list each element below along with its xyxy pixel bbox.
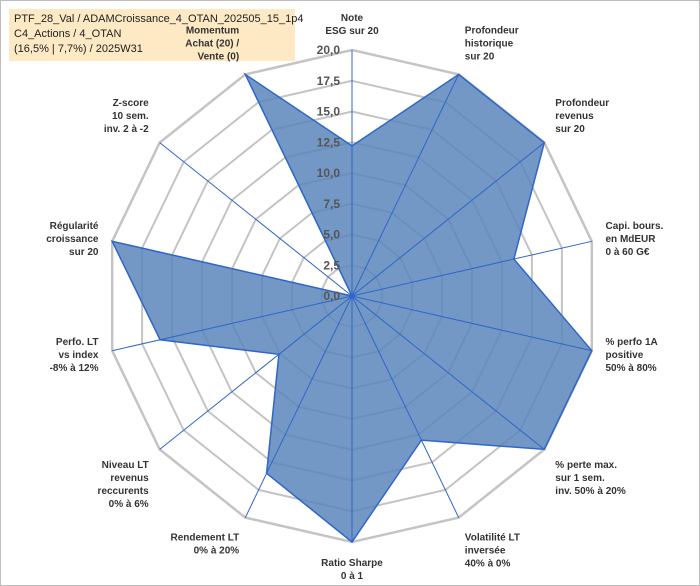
- tick-label: 2,5: [323, 258, 340, 272]
- axis-label: inv. 50% à 20%: [555, 486, 626, 497]
- radar-axis-labels: Note ESG sur 20 Profondeur historique sur 20…: [46, 13, 663, 582]
- tick-label: 15,0: [317, 105, 341, 119]
- radar-tick-labels: 0,0 2,5 5,0 7,5 10,0 12,5 15,0 17,5 20,0: [317, 43, 341, 303]
- radar-spokes: [112, 50, 592, 542]
- axis-label: inversée: [465, 545, 506, 556]
- axis-label: Momentum: [186, 26, 239, 37]
- axis-label: Régularité: [50, 221, 99, 232]
- axis-label: 0% à 20%: [194, 545, 240, 556]
- axis-label: 10 sem.: [112, 111, 149, 122]
- axis-label: reccurents: [98, 486, 150, 497]
- axis-label: sur 20: [465, 52, 495, 63]
- axis-label: Rendement LT: [170, 532, 239, 543]
- tick-label: 20,0: [317, 43, 341, 57]
- axis-label: Note: [341, 13, 364, 24]
- axis-label: Profondeur: [555, 98, 609, 109]
- axis-spoke: [351, 295, 592, 352]
- axis-spoke: [244, 295, 353, 518]
- axis-label: historique: [465, 39, 514, 50]
- axis-label: ESG sur 20: [325, 26, 379, 37]
- tick-label: 0,0: [323, 289, 340, 303]
- axis-label: 0% à 6%: [109, 499, 149, 510]
- axis-label: Capi. bours.: [606, 221, 664, 232]
- title-line-2: C4_Actions / 4_OTAN: [14, 28, 122, 40]
- tick-label: 10,0: [317, 166, 341, 180]
- axis-label: % perfo 1A: [606, 337, 658, 348]
- title-line-1: PTF_28_Val / ADAMCroissance_4_OTAN_20250…: [14, 13, 304, 25]
- axis-spoke: [351, 295, 545, 450]
- axis-spoke: [244, 74, 353, 297]
- tick-label: 5,0: [323, 228, 340, 242]
- axis-label: revenus: [110, 473, 149, 484]
- axis-spoke: [112, 295, 353, 352]
- axis-label: Profondeur: [465, 26, 519, 37]
- axis-label: Volatilité LT: [465, 532, 520, 543]
- axis-spoke: [351, 74, 460, 297]
- axis-spoke: [351, 240, 592, 297]
- axis-label: 0 à 1: [341, 571, 364, 582]
- axis-spoke: [351, 295, 460, 518]
- axis-label: Z-score: [113, 98, 150, 109]
- axis-spoke: [112, 240, 353, 297]
- axis-label: 0 à 60 G€: [606, 247, 650, 258]
- axis-label: revenus: [555, 111, 594, 122]
- title-line-3: (16,5% | 7,7%) / 2025W31: [14, 43, 143, 55]
- axis-label: 50% à 80%: [606, 363, 657, 374]
- axis-spoke: [159, 142, 353, 297]
- axis-label: Achat (20) /: [185, 39, 239, 50]
- tick-label: 7,5: [323, 197, 340, 211]
- axis-label: -8% à 12%: [50, 363, 99, 374]
- axis-label: Vente (0): [198, 52, 240, 63]
- axis-label: % perte max.: [555, 460, 617, 471]
- axis-label: positive: [606, 350, 644, 361]
- axis-label: en MdEUR: [606, 234, 657, 245]
- axis-label: Perfo. LT: [56, 337, 99, 348]
- tick-label: 17,5: [317, 74, 341, 88]
- axis-spoke: [351, 142, 545, 297]
- axis-label: croissance: [46, 234, 99, 245]
- axis-label: sur 20: [69, 247, 99, 258]
- axis-label: vs index: [58, 350, 98, 361]
- axis-label: Niveau LT: [102, 460, 149, 471]
- chart-title-box: PTF_28_Val / ADAMCroissance_4_OTAN_20250…: [9, 9, 304, 61]
- axis-label: inv. 2 à -2: [104, 124, 149, 135]
- tick-label: 12,5: [317, 135, 341, 149]
- axis-spoke: [159, 295, 353, 450]
- axis-label: sur 1 sem.: [555, 473, 605, 484]
- axis-label: Ratio Sharpe: [321, 558, 383, 569]
- axis-label: 40% à 0%: [465, 558, 511, 569]
- axis-label: sur 20: [555, 124, 585, 135]
